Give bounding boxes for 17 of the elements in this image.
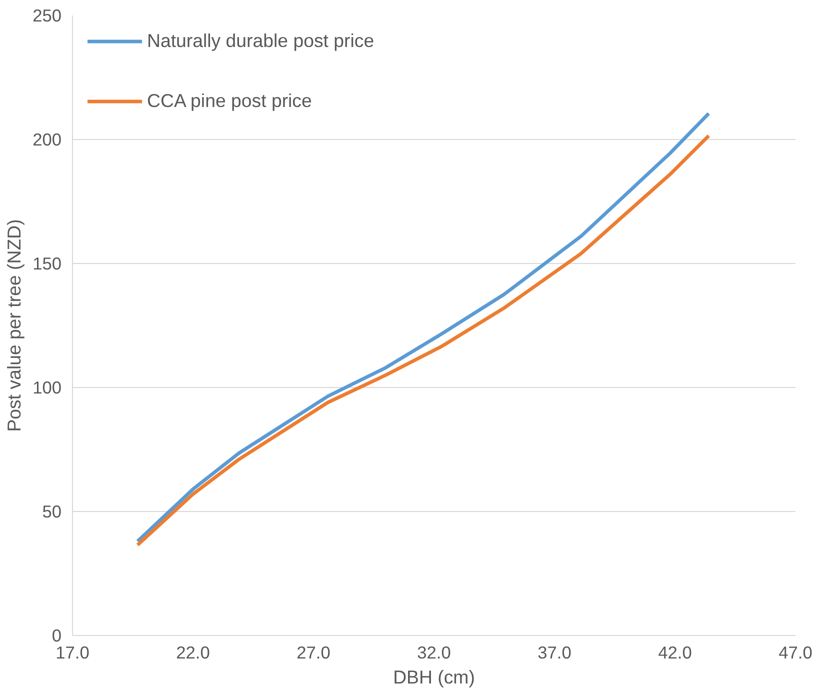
x-tick-label: 22.0 <box>176 642 210 662</box>
x-tick-label: 27.0 <box>296 642 330 662</box>
x-tick-label: 42.0 <box>658 642 692 662</box>
x-tick-label: 32.0 <box>417 642 451 662</box>
y-tick-label: 100 <box>32 378 62 398</box>
y-tick-label: 250 <box>32 6 62 26</box>
legend-label: Naturally durable post price <box>147 30 374 52</box>
x-tick-label: 17.0 <box>56 642 90 662</box>
y-axis-title: Post value per tree (NZD) <box>4 219 25 432</box>
y-tick-label: 150 <box>32 254 62 274</box>
legend-label: CCA pine post price <box>147 90 312 112</box>
x-tick-label: 37.0 <box>538 642 572 662</box>
y-tick-label: 200 <box>32 130 62 150</box>
x-axis-title: DBH (cm) <box>393 666 475 688</box>
x-tick-label: 47.0 <box>778 642 812 662</box>
y-tick-label: 0 <box>52 626 62 646</box>
y-tick-label: 50 <box>42 502 62 522</box>
